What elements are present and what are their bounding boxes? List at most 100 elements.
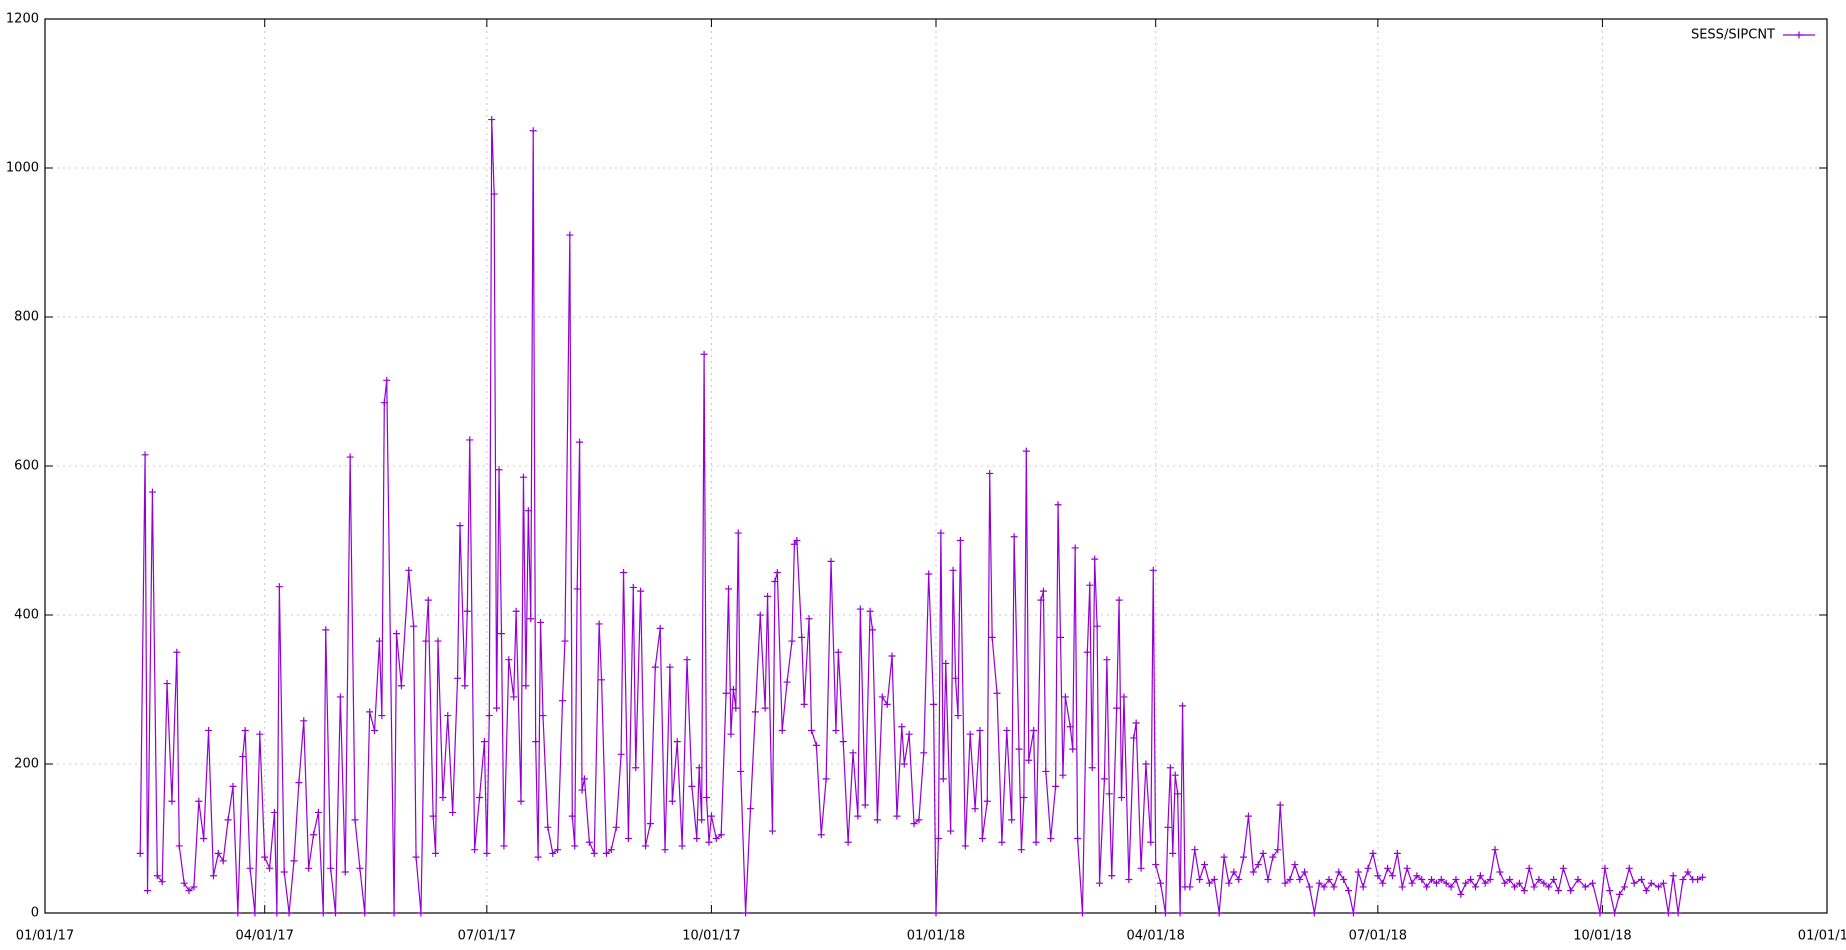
point-marker (351, 816, 359, 824)
point-marker (1611, 909, 1619, 917)
point-marker (1535, 875, 1543, 883)
point-marker (544, 823, 552, 831)
point-marker (866, 607, 874, 615)
point-marker (849, 749, 857, 757)
y-tick-label: 200 (14, 757, 39, 772)
point-marker (1567, 887, 1575, 895)
x-tick-label: 01/01/18 (907, 929, 965, 944)
point-marker (163, 680, 171, 688)
point-marker (1166, 764, 1174, 772)
point-marker (1496, 868, 1504, 876)
point-marker (1457, 890, 1465, 898)
point-marker (1118, 794, 1126, 802)
point-marker (861, 801, 869, 809)
point-marker (732, 704, 740, 712)
point-marker (195, 797, 203, 805)
point-marker (971, 805, 979, 813)
point-marker (1259, 849, 1267, 857)
point-marker (1452, 875, 1460, 883)
point-marker (705, 838, 713, 846)
point-marker (1210, 875, 1218, 883)
point-marker (224, 816, 232, 824)
point-marker (834, 648, 842, 656)
point-marker (1462, 879, 1470, 887)
point-marker (495, 466, 503, 474)
point-marker (1447, 883, 1455, 891)
point-marker (925, 570, 933, 578)
point-marker (476, 794, 484, 802)
point-marker (1694, 875, 1702, 883)
legend-marker (1795, 31, 1803, 39)
point-marker (976, 726, 984, 734)
point-marker (798, 633, 806, 641)
point-marker (1269, 853, 1277, 861)
point-marker (1169, 849, 1177, 857)
point-marker (1476, 872, 1484, 880)
point-marker (432, 849, 440, 857)
x-tick-label: 07/01/18 (1349, 929, 1407, 944)
point-marker (529, 127, 537, 135)
point-marker (1171, 771, 1179, 779)
point-marker (1320, 883, 1328, 891)
point-marker (456, 522, 464, 530)
point-marker (1550, 875, 1558, 883)
point-marker (239, 753, 247, 761)
point-marker (1010, 533, 1018, 541)
point-marker (390, 909, 398, 917)
point-marker (366, 708, 374, 716)
point-marker (539, 712, 547, 720)
point-marker (934, 835, 942, 842)
point-marker (1066, 723, 1074, 731)
point-marker (454, 674, 462, 682)
point-marker (1606, 887, 1614, 895)
point-marker (1088, 764, 1096, 772)
point-marker (327, 864, 335, 872)
point-marker (280, 868, 288, 876)
point-marker (190, 883, 198, 891)
point-marker (410, 622, 418, 630)
point-marker (1601, 864, 1609, 872)
point-marker (637, 587, 645, 595)
point-marker (1157, 879, 1165, 887)
point-marker (1164, 823, 1172, 831)
point-marker (1249, 868, 1257, 876)
point-marker (1032, 838, 1040, 846)
point-marker (1315, 879, 1323, 887)
point-marker (1384, 864, 1392, 872)
point-marker (1042, 767, 1050, 775)
point-marker (488, 116, 496, 124)
point-marker (1103, 656, 1111, 664)
point-marker (380, 399, 388, 407)
point-marker (1093, 622, 1101, 630)
point-marker (493, 704, 501, 712)
point-marker (500, 842, 508, 850)
point-marker (185, 887, 193, 895)
point-marker (651, 663, 659, 671)
point-marker (1525, 864, 1533, 872)
point-marker (793, 537, 801, 544)
point-marker (1274, 846, 1282, 854)
point-marker (1520, 887, 1528, 895)
point-marker (534, 853, 542, 861)
point-marker (888, 652, 896, 660)
point-marker (580, 775, 588, 783)
point-marker (209, 872, 217, 880)
point-marker (429, 812, 437, 820)
point-marker (764, 592, 772, 600)
point-marker (285, 909, 293, 917)
y-tick-label: 800 (14, 310, 39, 325)
point-marker (1020, 794, 1028, 802)
point-marker (612, 823, 620, 831)
point-marker (790, 540, 798, 548)
point-marker (1096, 879, 1104, 887)
point-marker (512, 607, 520, 615)
point-marker (480, 738, 488, 746)
point-marker (136, 849, 144, 857)
point-marker (246, 864, 254, 872)
point-marker (1113, 704, 1121, 712)
point-marker (983, 797, 991, 805)
point-marker (1511, 883, 1519, 891)
point-marker (632, 764, 640, 772)
point-marker (519, 473, 527, 481)
point-marker (144, 887, 152, 895)
